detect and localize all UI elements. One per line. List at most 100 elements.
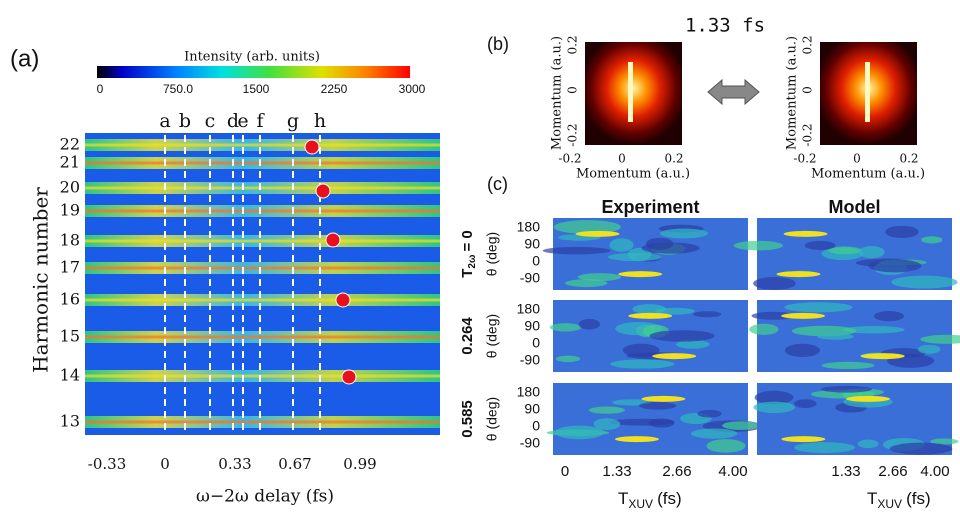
row-variable-subscript: 2ω bbox=[467, 254, 478, 269]
map-feature bbox=[588, 406, 625, 414]
y-tick-label: 180 bbox=[517, 219, 541, 235]
y-tick-label: 0.2 bbox=[801, 35, 815, 54]
x-tick-label: 0 bbox=[853, 152, 861, 166]
map-feature bbox=[804, 240, 836, 251]
y-tick-label: 13 bbox=[60, 412, 80, 431]
y-tick-label: 0 bbox=[532, 253, 540, 269]
y-axis-label: θ (deg) bbox=[484, 314, 500, 358]
map-feature bbox=[921, 236, 943, 244]
x-tick-label: -0.2 bbox=[793, 152, 816, 166]
y-tick-label: -90 bbox=[520, 270, 540, 286]
map-feature bbox=[693, 311, 722, 318]
map-feature bbox=[751, 311, 796, 320]
delay-marker: f bbox=[256, 110, 265, 132]
map-feature bbox=[639, 401, 677, 410]
x-tick-label: 0.2 bbox=[664, 152, 683, 166]
y-tick-label: 14 bbox=[60, 366, 80, 385]
map-feature bbox=[649, 330, 715, 342]
x-tick-label: 2.66 bbox=[878, 463, 907, 480]
x-label-unit: (fs) bbox=[906, 489, 931, 508]
y-tick-label: 17 bbox=[60, 258, 80, 277]
x-tick-label: 4.00 bbox=[920, 463, 949, 480]
momentum-feature bbox=[628, 62, 633, 122]
map-feature bbox=[554, 425, 604, 440]
map-feature bbox=[654, 307, 695, 315]
harmonic-core bbox=[85, 374, 440, 378]
row-label: 0.264 bbox=[459, 317, 476, 355]
x-tick-label: 0.33 bbox=[218, 455, 251, 473]
map-feature bbox=[733, 240, 784, 251]
map-feature bbox=[578, 318, 601, 330]
x-axis-label: TXUV (fs) bbox=[867, 489, 931, 511]
peak-dot bbox=[304, 139, 320, 155]
map-feature bbox=[784, 343, 821, 358]
map-feature bbox=[753, 276, 796, 290]
row-label: 0.585 bbox=[459, 400, 476, 438]
map-feature bbox=[920, 334, 960, 344]
x-tick-label: 0 bbox=[160, 455, 170, 473]
momentum-feature bbox=[865, 62, 870, 122]
x-tick-label: -0.2 bbox=[558, 152, 581, 166]
double-arrow bbox=[707, 78, 760, 106]
y-label: Harmonic number bbox=[29, 187, 53, 373]
harmonic-core bbox=[85, 143, 440, 147]
y-tick-label: 0 bbox=[532, 418, 540, 434]
row-value: 0.264 bbox=[459, 317, 476, 355]
y-tick-label: 0 bbox=[566, 86, 580, 94]
colorbar-title: Intensity (arb. units) bbox=[184, 50, 320, 65]
x-tick-label: -0.33 bbox=[88, 455, 126, 473]
delay-marker: d bbox=[227, 110, 239, 132]
harmonic-core bbox=[85, 266, 440, 270]
colorbar-tick-label: 2250 bbox=[321, 82, 348, 96]
map-feature bbox=[794, 399, 817, 409]
harmonic-core bbox=[85, 335, 440, 339]
map-feature bbox=[843, 326, 905, 334]
harmonic-core bbox=[85, 186, 440, 190]
y-tick-label: 0 bbox=[801, 86, 815, 94]
map-feature bbox=[549, 323, 582, 332]
y-tick-label: 90 bbox=[524, 318, 540, 334]
map-feature bbox=[820, 385, 872, 393]
panel-label: (c) bbox=[487, 174, 508, 194]
delay-marker: c bbox=[205, 110, 216, 132]
y-tick-label: 16 bbox=[60, 290, 80, 309]
map-feature bbox=[697, 409, 722, 418]
map-feature bbox=[676, 339, 710, 349]
map-feature bbox=[857, 439, 879, 449]
map-peak bbox=[783, 230, 828, 237]
y-axis-label: Momentum (a.u.) bbox=[550, 36, 565, 150]
y-tick-label: -0.2 bbox=[566, 123, 580, 146]
momentum-map bbox=[585, 42, 682, 145]
map-feature bbox=[889, 442, 953, 455]
map-feature bbox=[706, 439, 746, 453]
y-tick-label: 15 bbox=[60, 327, 80, 346]
y-tick-label: 0.2 bbox=[566, 35, 580, 54]
delay-label: 1.33 fs bbox=[685, 15, 765, 37]
map-peak bbox=[652, 353, 697, 360]
map-feature bbox=[821, 361, 875, 370]
harmonic-core bbox=[85, 420, 440, 424]
y-axis-label: θ (deg) bbox=[484, 397, 500, 441]
map-feature bbox=[754, 390, 794, 405]
y-tick-label: 18 bbox=[60, 231, 80, 250]
map-feature bbox=[622, 343, 660, 358]
x-label-symbol: T bbox=[618, 489, 628, 508]
map-feature bbox=[565, 279, 608, 288]
map-feature bbox=[609, 238, 634, 252]
map-peak bbox=[614, 436, 659, 443]
panel-label: (b) bbox=[487, 34, 509, 54]
map-peak bbox=[860, 353, 905, 360]
colorbar bbox=[97, 66, 410, 78]
map-feature bbox=[648, 418, 675, 428]
map-feature bbox=[607, 252, 662, 262]
delay-marker: a bbox=[159, 110, 170, 132]
map-feature bbox=[828, 246, 862, 255]
y-tick-label: 22 bbox=[60, 135, 80, 154]
y-tick-label: 180 bbox=[517, 384, 541, 400]
colorbar-tick-label: 0 bbox=[97, 82, 104, 96]
x-axis-label: Momentum (a.u.) bbox=[811, 167, 925, 182]
map-feature bbox=[660, 228, 709, 239]
map-feature bbox=[722, 421, 759, 430]
map-feature bbox=[749, 323, 779, 335]
